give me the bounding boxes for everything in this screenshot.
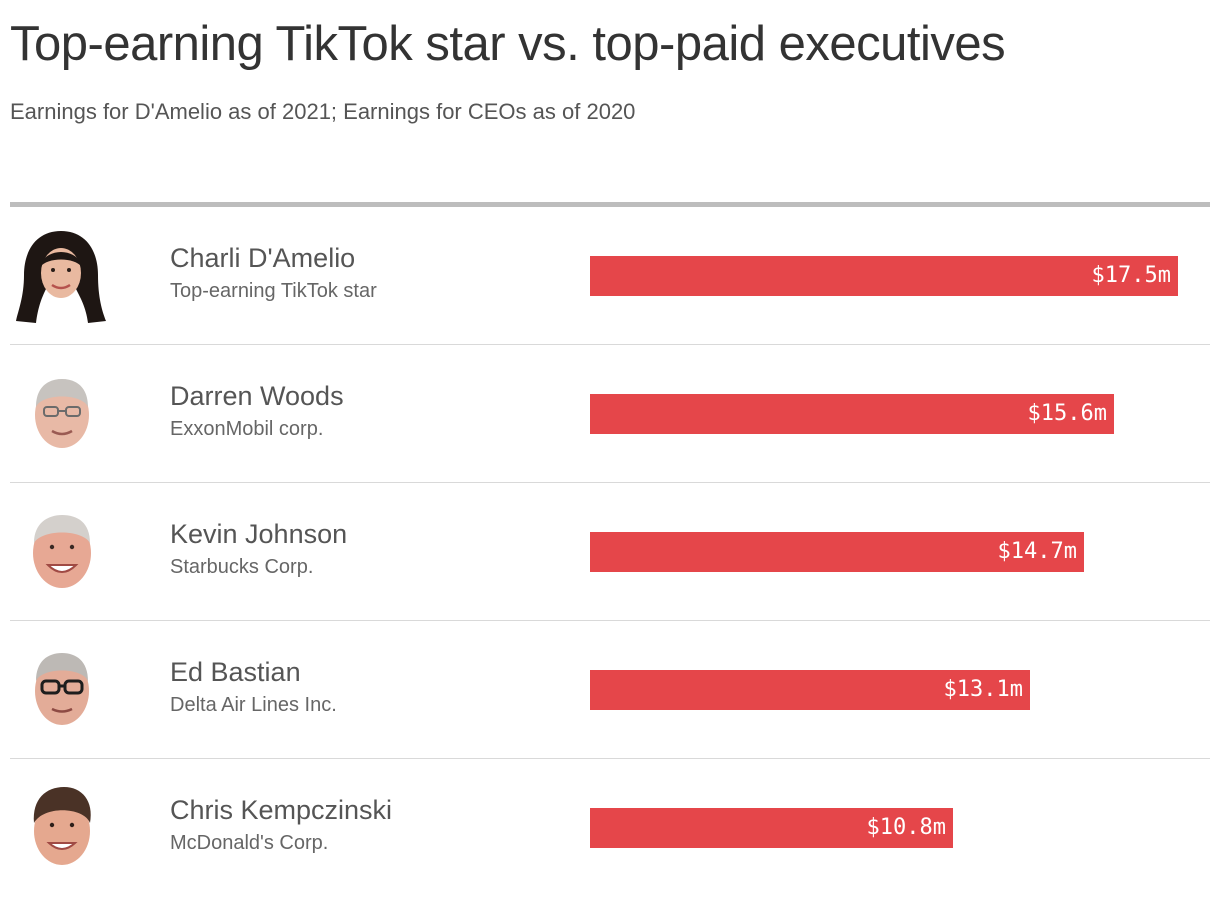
bar: $15.6m (590, 394, 1114, 434)
chart-row-darren-woods: Darren Woods ExxonMobil corp. $15.6m (10, 345, 1210, 483)
person-name: Darren Woods (170, 381, 344, 411)
chart-subtitle: Earnings for D'Amelio as of 2021; Earnin… (10, 99, 636, 124)
chart-row-ed-bastian: Ed Bastian Delta Air Lines Inc. $13.1m (10, 621, 1210, 759)
chart-title: Top-earning TikTok star vs. top-paid exe… (10, 17, 1006, 71)
avatar-portrait (16, 503, 106, 601)
bar-value-label: $13.1m (943, 677, 1023, 702)
person-name: Kevin Johnson (170, 519, 348, 549)
bar: $17.5m (590, 256, 1178, 296)
person-org: Delta Air Lines Inc. (170, 694, 337, 716)
portrait-icon (16, 231, 106, 323)
avatar-portrait (16, 365, 106, 463)
avatar-portrait (16, 779, 106, 877)
person-name: Ed Bastian (170, 657, 301, 687)
person-name: Charli D'Amelio (170, 243, 356, 273)
bar-value-label: $15.6m (1027, 401, 1107, 426)
chart-row-kevin-johnson: Kevin Johnson Starbucks Corp. $14.7m (10, 483, 1210, 621)
bar-value-label: $14.7m (997, 539, 1077, 564)
avatar-portrait (16, 641, 106, 739)
portrait-icon (33, 787, 91, 865)
bar-value-label: $17.5m (1091, 263, 1171, 288)
chart-row-chris-kempczinski: Chris Kempczinski McDonald's Corp. $10.8… (10, 759, 1210, 897)
person-org: Top-earning TikTok star (170, 280, 377, 302)
person-org: Starbucks Corp. (170, 556, 314, 578)
bar-value-label: $10.8m (866, 815, 946, 840)
portrait-icon (35, 653, 89, 725)
person-name: Chris Kempczinski (170, 795, 393, 825)
person-org: McDonald's Corp. (170, 832, 329, 854)
chart-rows: Charli D'Amelio Top-earning TikTok star … (10, 207, 1210, 897)
bar: $13.1m (590, 670, 1030, 710)
person-org: ExxonMobil corp. (170, 418, 324, 440)
top-rule (10, 202, 1210, 207)
chart-row-charli-damelio: Charli D'Amelio Top-earning TikTok star … (10, 207, 1210, 345)
portrait-icon (33, 515, 91, 588)
bar: $10.8m (590, 808, 953, 848)
avatar-portrait (16, 227, 106, 325)
portrait-icon (35, 379, 89, 448)
bar: $14.7m (590, 532, 1084, 572)
